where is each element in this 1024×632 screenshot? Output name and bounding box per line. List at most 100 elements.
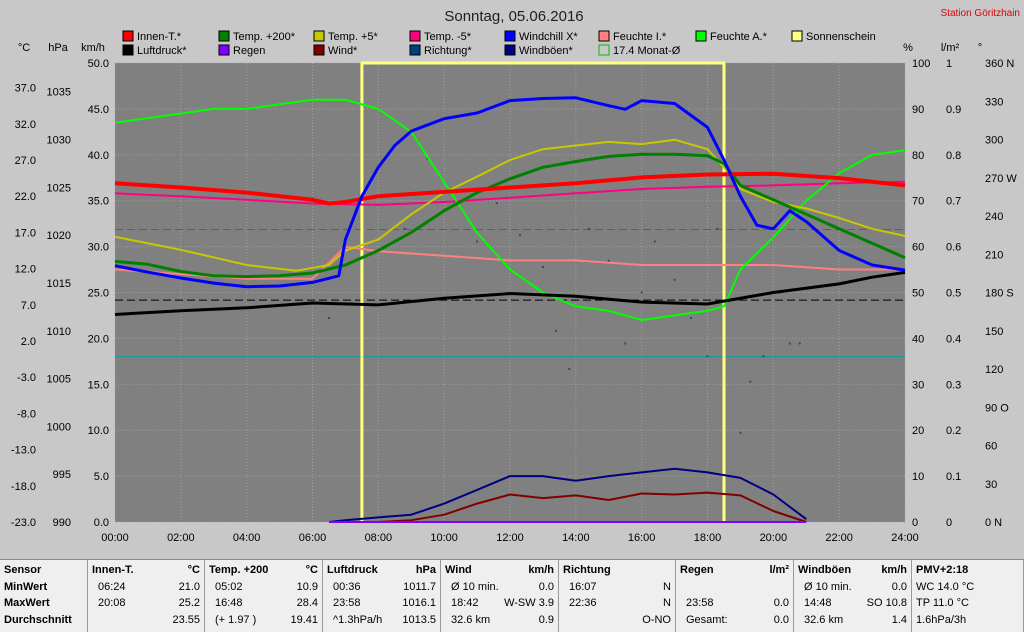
stats-label: Richtung xyxy=(563,564,611,576)
tick-right1-8: 20 xyxy=(912,425,924,437)
tick-left1-4: 17.0 xyxy=(15,227,36,239)
tick-left1-2: 27.0 xyxy=(15,155,36,167)
direction-point-18 xyxy=(706,355,709,358)
stats-row: ^1.3hPa/h 1013.5 xyxy=(327,612,436,629)
tick-right1-5: 50 xyxy=(912,288,924,300)
tick-left2-2: 1025 xyxy=(47,182,71,194)
stats-label: Wind xyxy=(445,564,472,576)
tick-right2-4: 0.6 xyxy=(946,242,961,254)
direction-point-6 xyxy=(495,202,498,205)
stats-label: 05:02 xyxy=(215,580,243,593)
tick-x-0: 00:00 xyxy=(101,532,129,544)
tick-left3-9: 5.0 xyxy=(94,471,109,483)
stats-value: 0.0 xyxy=(773,597,789,609)
stats-row: Ø 10 min. 0.0 xyxy=(445,579,554,596)
stats-column-6: Regen l/m² 23:58 0.0 Gesamt: 0.0 xyxy=(676,560,794,632)
series-line-3 xyxy=(114,180,906,206)
legend-label-13: 17.4 Monat-Ø xyxy=(613,45,681,57)
stats-value: km/h xyxy=(528,564,554,576)
stats-row: 22:36 N xyxy=(563,595,671,612)
stats-label: Innen-T. xyxy=(92,564,134,576)
stats-row xyxy=(680,579,789,596)
stats-row: 00:36 1011.7 xyxy=(327,579,436,596)
stats-value: 23.55 xyxy=(172,613,200,626)
direction-point-7 xyxy=(518,234,521,237)
tick-right3-1: 330 xyxy=(985,96,1003,108)
direction-point-25 xyxy=(798,342,801,345)
stats-label: Sensor xyxy=(4,564,42,576)
direction-point-10 xyxy=(568,368,571,370)
stats-column-5: Richtung 16:07 N 22:36 N O-NO xyxy=(559,560,676,632)
legend-swatch-1 xyxy=(218,30,230,42)
tick-right3-4: 240 xyxy=(985,211,1003,223)
tick-right2-5: 0.5 xyxy=(946,288,961,300)
legend-label-6: Feuchte A.* xyxy=(710,31,768,43)
tick-x-4: 08:00 xyxy=(365,532,393,544)
tick-right3-3: 270 W xyxy=(985,173,1017,185)
stats-row: Richtung xyxy=(563,562,671,579)
direction-point-17 xyxy=(690,317,693,319)
tick-right3-11: 30 xyxy=(985,479,997,491)
weather-chart: Sonntag, 05.06.2016 Station Göritzhain I… xyxy=(10,8,1020,544)
legend-swatch-4 xyxy=(504,30,516,42)
stats-column-4: Wind km/h Ø 10 min. 0.0 18:42 W-SW 3.9 32.6 km… xyxy=(441,560,559,632)
direction-point-13 xyxy=(624,342,627,345)
stats-value: °C xyxy=(187,564,200,576)
stats-value: 0.0 xyxy=(538,580,554,593)
stats-value: 1011.7 xyxy=(403,580,436,593)
tick-right3-0: 360 N xyxy=(985,58,1014,70)
series-line-6 xyxy=(114,98,906,321)
legend-swatch-7 xyxy=(791,30,803,42)
tick-left2-5: 1010 xyxy=(47,326,71,338)
tick-right1-0: 100 xyxy=(912,58,930,70)
tick-left2-3: 1020 xyxy=(47,230,71,242)
tick-right3-6: 180 S xyxy=(985,288,1014,300)
tick-left3-6: 20.0 xyxy=(88,333,109,345)
tick-right2-9: 0.1 xyxy=(946,471,961,483)
stats-label: 32.6 km xyxy=(451,613,491,626)
stats-label: WC 14.0 °C xyxy=(916,580,975,593)
tick-right2-2: 0.8 xyxy=(946,150,961,162)
tick-right2-10: 0 xyxy=(946,517,952,529)
stats-label: MinWert xyxy=(4,580,48,593)
axis-unit-right2: l/m² xyxy=(941,42,960,54)
tick-right3-9: 90 O xyxy=(985,402,1009,414)
tick-left3-1: 45.0 xyxy=(88,104,109,116)
tick-left1-0: 37.0 xyxy=(15,83,36,95)
tick-right3-5: 210 xyxy=(985,249,1003,261)
tick-left3-7: 15.0 xyxy=(88,379,109,391)
series-line-0 xyxy=(114,171,906,206)
stats-row: 23.55 xyxy=(92,612,200,629)
stats-value: °C xyxy=(305,564,318,576)
direction-point-16 xyxy=(673,278,676,281)
legend-swatch-5 xyxy=(598,30,610,42)
stats-label: 00:36 xyxy=(333,580,361,593)
series-line-9 xyxy=(328,467,807,523)
stats-row: Temp. +200 °C xyxy=(209,562,318,579)
legend-swatch-6 xyxy=(695,30,707,42)
stats-row: 14:48 SO 10.8 xyxy=(798,595,907,612)
tick-right2-0: 1 xyxy=(946,58,952,70)
stats-row: TP 11.0 °C xyxy=(916,595,1019,612)
axis-unit-left3: km/h xyxy=(81,42,105,54)
series-line-1 xyxy=(114,152,906,279)
tick-left2-6: 1005 xyxy=(47,374,71,386)
stats-row: MinWert xyxy=(4,579,83,596)
tick-left1-1: 32.0 xyxy=(15,119,36,131)
stats-value: N xyxy=(663,597,671,609)
stats-row: PMV+2:18 xyxy=(916,562,1019,579)
tick-right1-9: 10 xyxy=(912,471,924,483)
tick-left1-5: 12.0 xyxy=(15,264,36,276)
tick-left1-3: 22.0 xyxy=(15,191,36,203)
stats-label: Ø 10 min. xyxy=(451,580,499,593)
stats-column-3: Luftdruck hPa 00:36 1011.7 23:58 1016.1 ^1.3hP… xyxy=(323,560,441,632)
legend-swatch-8 xyxy=(122,44,134,56)
direction-point-0 xyxy=(327,317,330,319)
legend: Innen-T.* Temp. +200* Temp. +5* Temp. -5* Wi… xyxy=(122,30,876,57)
stats-row: 05:02 10.9 xyxy=(209,579,318,596)
stats-column-8: PMV+2:18 WC 14.0 °C TP 11.0 °C 1.6hPa/3h xyxy=(912,560,1024,632)
stats-column-0: Sensor MinWert MaxWert Durchschnitt xyxy=(0,560,88,632)
stats-value: km/h xyxy=(881,564,907,576)
tick-left2-8: 995 xyxy=(53,469,71,481)
stats-label xyxy=(563,612,642,629)
